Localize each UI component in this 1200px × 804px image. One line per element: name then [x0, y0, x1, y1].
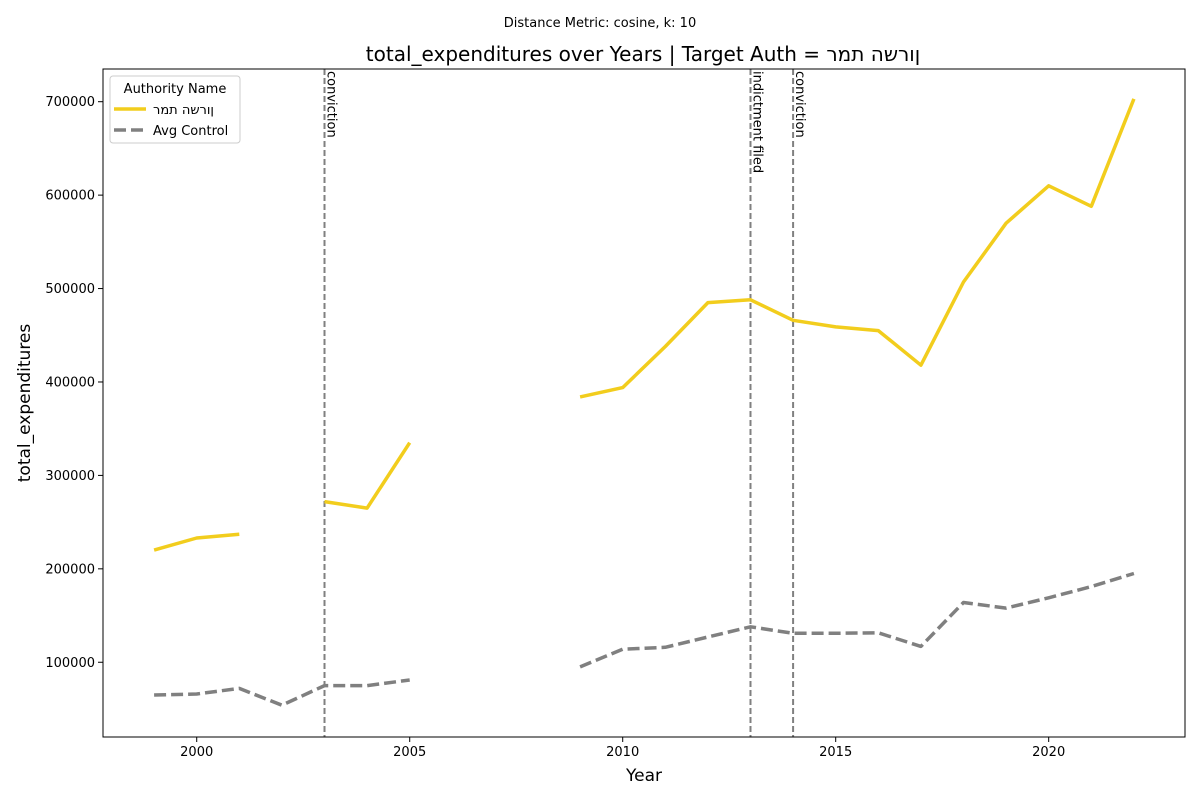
series-line — [153, 532, 240, 552]
legend: Authority Name ןורשה תמר Avg Control — [109, 75, 241, 144]
chart-title: total_expenditures over Years | Target A… — [366, 42, 920, 66]
plot-frame — [102, 68, 1186, 738]
y-tick-label: 100000 — [45, 656, 95, 671]
legend-label: ןורשה תמר — [153, 103, 214, 118]
y-tick-label: 200000 — [45, 562, 95, 577]
x-tick-label: 2000 — [180, 745, 213, 760]
event-label: conviction — [792, 71, 807, 138]
series-line — [579, 571, 1135, 669]
y-axis-label: total_expenditures — [15, 324, 35, 483]
legend-title: Authority Name — [124, 82, 227, 97]
x-tick-label: 2020 — [1032, 745, 1065, 760]
chart-suptitle: Distance Metric: cosine, k: 10 — [504, 16, 696, 31]
y-tick-label: 400000 — [45, 375, 95, 390]
plot-area: 2000 2005 2010 2015 2020 100000 200000 300000 40… — [45, 69, 1136, 760]
y-tick-label: 600000 — [45, 189, 95, 204]
x-tick-label: 2005 — [393, 745, 426, 760]
series-line — [324, 441, 412, 510]
x-tick-label: 2015 — [819, 745, 852, 760]
event-label: indictment filed — [749, 71, 764, 173]
y-tick-label: 500000 — [45, 282, 95, 297]
event-label: conviction — [324, 71, 339, 138]
series-line — [154, 678, 410, 707]
x-axis-label: Year — [625, 766, 662, 786]
y-tick-label: 700000 — [45, 95, 95, 110]
y-tick-label: 300000 — [45, 469, 95, 484]
legend-label: Avg Control — [153, 124, 228, 139]
legend-box — [109, 75, 241, 144]
x-tick-label: 2010 — [606, 745, 639, 760]
series-line — [579, 98, 1136, 399]
